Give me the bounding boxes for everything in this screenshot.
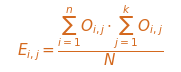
Text: $E_{i,j} = \dfrac{\sum_{i=1}^{n} O_{i,j} \cdot \sum_{j=1}^{k} O_{i,j}}{N}$: $E_{i,j} = \dfrac{\sum_{i=1}^{n} O_{i,j}… <box>17 4 164 68</box>
